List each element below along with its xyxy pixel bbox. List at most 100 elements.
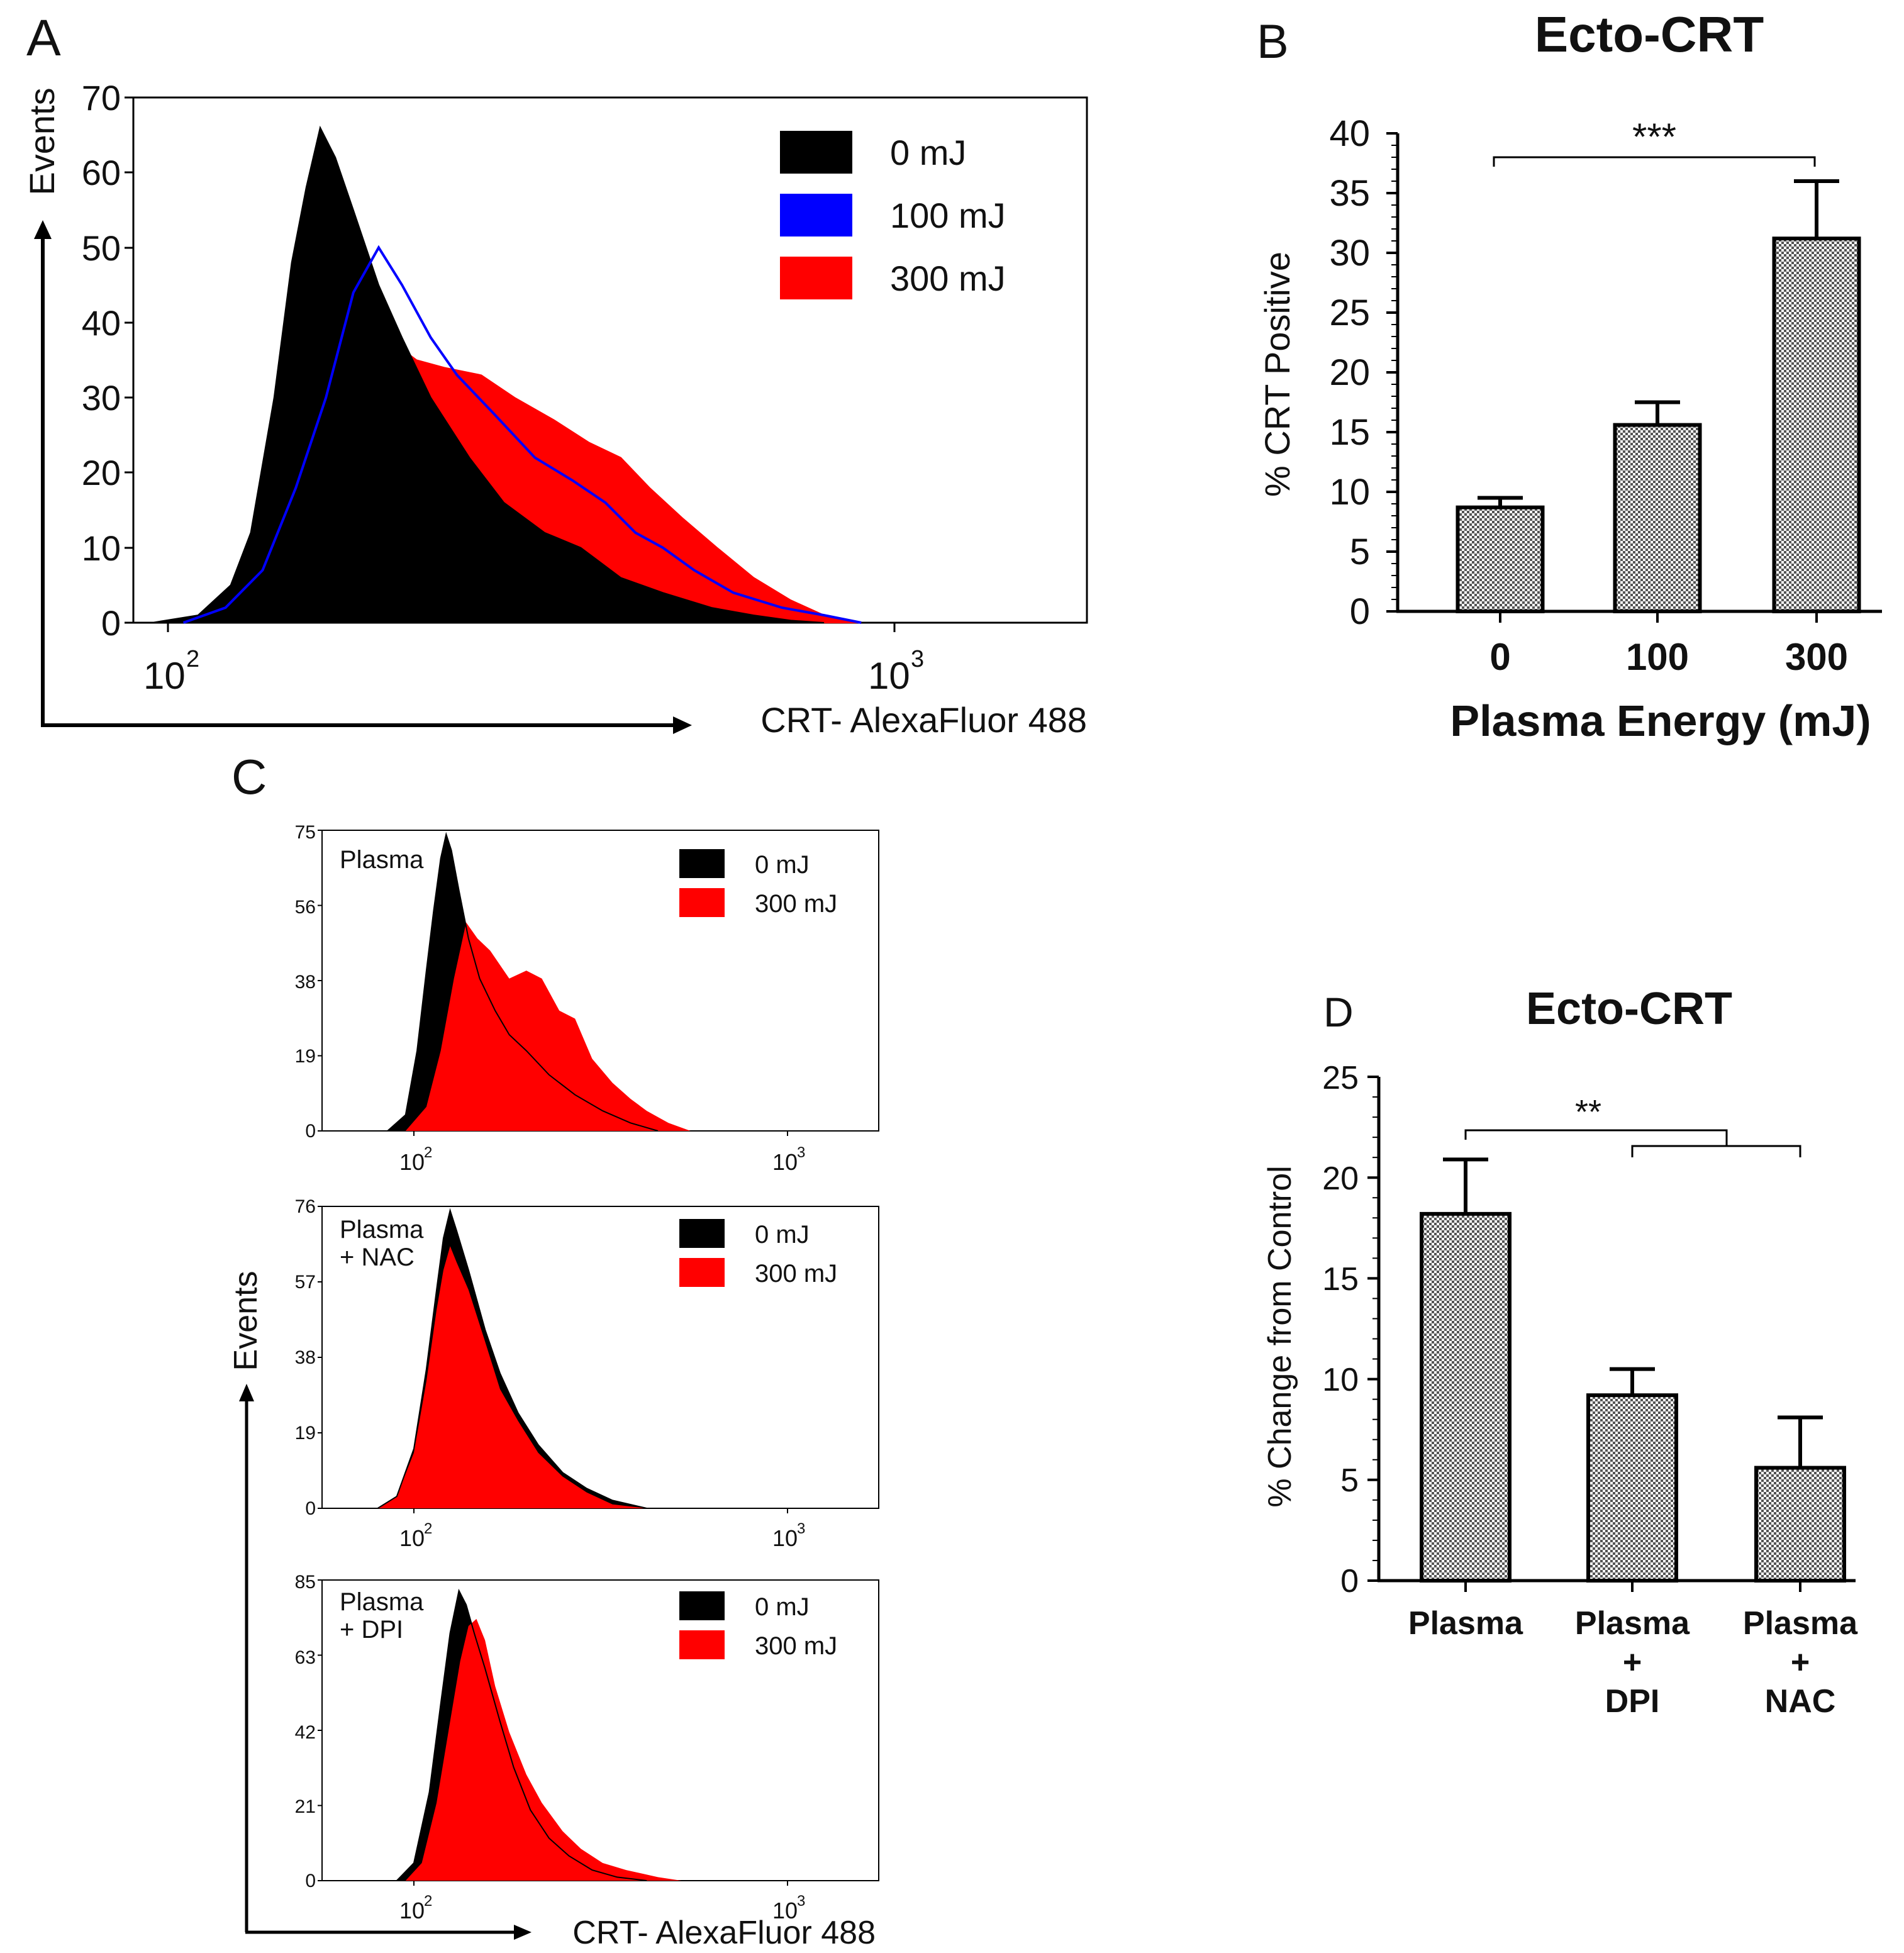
y-tick-label: 20 <box>82 453 121 492</box>
x-category-label: 300 <box>1785 636 1848 678</box>
panel-d-title: Ecto-CRT <box>1526 984 1732 1034</box>
panel-c-x-axis-label: CRT- AlexaFluor 488 <box>572 1915 876 1951</box>
subplot-x-ticks: 10 2 10 3 <box>399 1520 805 1551</box>
x-tick-exponent: 3 <box>911 646 924 672</box>
panel-b-title: Ecto-CRT <box>1535 6 1764 62</box>
x-tick-exponent: 2 <box>424 1144 432 1161</box>
x-category-label: + <box>1791 1644 1810 1681</box>
panel-c: C Events CRT- AlexaFluor 488 0 19 38 56 … <box>228 749 879 1951</box>
y-tick-label: 60 <box>82 153 121 192</box>
subplot-y-ticks: 0 19 38 56 75 <box>295 822 316 1142</box>
y-tick-label: 15 <box>1329 412 1370 453</box>
y-tick: 20 <box>82 453 133 492</box>
panel-c-label: C <box>231 749 267 804</box>
subplot-x-ticks: 10 2 10 3 <box>399 1144 805 1175</box>
panel-a-x-ticks: 10 2 10 3 <box>143 623 924 697</box>
y-tick-label: 10 <box>1322 1362 1359 1398</box>
y-tick-label: 30 <box>82 378 121 418</box>
legend-label-300mj: 300 mJ <box>890 259 1006 298</box>
bar <box>1772 236 1861 613</box>
y-tick: 30 <box>1329 233 1370 274</box>
y-tick-label: 40 <box>1329 113 1370 154</box>
x-tick-label: 10 <box>399 1898 425 1923</box>
legend-swatch-100mj <box>780 194 852 236</box>
y-tick-label: 0 <box>305 1871 316 1891</box>
subplot-legend: 0 mJ 300 mJ <box>679 1219 837 1288</box>
panel-c-subplot-plasma: 0 19 38 56 75 10 2 10 3 Plasma 0 mJ 300 … <box>295 822 879 1175</box>
series-300mj-area <box>377 1246 647 1508</box>
legend-swatch-300mj <box>780 257 852 299</box>
legend-label-300mj: 300 mJ <box>755 890 837 918</box>
subplot-legend: 0 mJ 300 mJ <box>679 1591 837 1660</box>
legend-label-0mj: 0 mJ <box>890 133 966 172</box>
x-tick-exponent: 2 <box>186 646 199 672</box>
panel-d-bars <box>1367 1076 1846 1592</box>
bar <box>1754 1466 1846 1583</box>
bar <box>1456 505 1545 614</box>
legend-swatch-300mj <box>679 1630 725 1659</box>
y-tick: 10 <box>82 528 133 568</box>
subplot-label: Plasma <box>340 846 424 874</box>
y-tick-label: 30 <box>1329 233 1370 274</box>
panel-d: D Ecto-CRT % Change from Control 0 5 10 … <box>1262 984 1858 1720</box>
x-category-label: Plasma <box>1408 1605 1523 1642</box>
legend-swatch-300mj <box>679 888 725 917</box>
x-tick-exponent: 2 <box>424 1520 432 1537</box>
y-tick: 20 <box>1329 352 1370 393</box>
panel-d-x-categories: Plasma Plasma + DPI Plasma + NAC <box>1408 1605 1858 1720</box>
y-tick-label: 10 <box>1329 472 1370 513</box>
series-300mj-area <box>405 922 691 1131</box>
y-tick-label: 0 <box>305 1121 316 1142</box>
bar <box>1586 1393 1678 1583</box>
y-tick-label: 40 <box>82 303 121 343</box>
panel-d-label: D <box>1323 989 1354 1035</box>
y-tick: 5 <box>1350 531 1370 572</box>
series-100mj-line <box>182 245 862 624</box>
subplot-frame <box>321 1579 879 1881</box>
y-tick-label: 0 <box>305 1498 316 1519</box>
x-tick-label: 10 <box>772 1149 798 1175</box>
bar <box>1420 1211 1512 1583</box>
legend-label-100mj: 100 mJ <box>890 196 1006 235</box>
subplot-label: Plasma <box>340 1216 424 1244</box>
x-category-label: Plasma <box>1575 1605 1690 1642</box>
significance-stars: *** <box>1632 116 1676 158</box>
significance-stars: ** <box>1575 1093 1601 1131</box>
x-category-label: Plasma <box>1743 1605 1858 1642</box>
panel-b-significance: *** <box>1493 116 1816 167</box>
subplot-y-ticks: 0 19 38 57 76 <box>295 1196 316 1519</box>
series-0mj-outline <box>387 832 659 1132</box>
y-tick-label: 20 <box>1329 352 1370 393</box>
panel-a-y-axis-label: Events <box>22 87 62 195</box>
y-tick: 40 <box>1329 113 1370 154</box>
legend-swatch-0mj <box>679 1591 725 1620</box>
panel-a-legend: 0 mJ 100 mJ 300 mJ <box>780 131 1006 299</box>
panel-c-y-axis-label: Events <box>228 1271 264 1371</box>
subplot-x-ticks: 10 2 10 3 <box>399 1893 805 1923</box>
series-300mj-area <box>405 1618 682 1881</box>
y-tick-label: 10 <box>82 528 121 568</box>
y-tick-label: 50 <box>82 228 121 268</box>
series-0mj-outline <box>396 1588 647 1881</box>
x-tick-label: 10 <box>868 655 910 697</box>
panel-a: A Events CRT- AlexaFluor 488 0 10 20 30 … <box>22 9 1088 740</box>
x-category-label: 0 <box>1489 636 1510 678</box>
significance-bracket-outer <box>1464 1129 1728 1140</box>
y-tick-label: 76 <box>295 1196 316 1217</box>
legend-swatch-0mj <box>780 131 852 174</box>
y-tick-label: 38 <box>295 972 316 993</box>
panel-a-x-axis-label: CRT- AlexaFluor 488 <box>760 700 1087 740</box>
y-tick: 10 <box>1329 472 1370 513</box>
x-tick-label: 10 <box>399 1525 425 1551</box>
subplot-legend: 0 mJ 300 mJ <box>679 849 837 918</box>
panel-a-x-arrow-head <box>673 716 692 734</box>
y-tick: 30 <box>82 378 133 418</box>
y-tick: 15 <box>1329 412 1370 453</box>
y-tick-label: 85 <box>295 1572 316 1593</box>
y-tick: 50 <box>82 228 133 268</box>
y-tick-label: 75 <box>295 822 316 843</box>
y-tick-label: 15 <box>1322 1261 1359 1298</box>
panel-c-subplot-plasma-nac: 0 19 38 57 76 10 2 10 3 Plasma + NAC 0 m… <box>295 1196 879 1551</box>
y-tick-label: 42 <box>295 1722 316 1743</box>
x-tick-label: 10 <box>772 1898 798 1923</box>
